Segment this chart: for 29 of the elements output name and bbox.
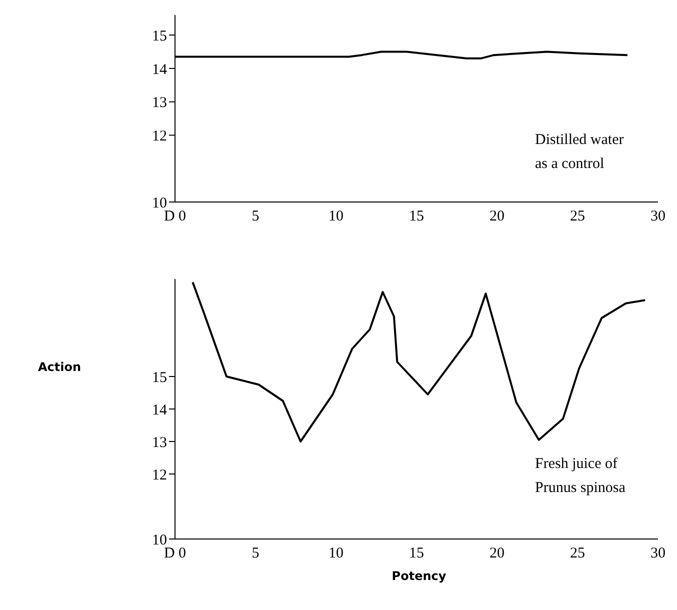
x-tick-label: 20: [490, 546, 504, 562]
x-tick-label: 10: [328, 208, 344, 225]
y-tick-label: 10: [152, 195, 167, 212]
x-tick-label: D 0: [164, 208, 186, 225]
x-axis-title: Potency: [390, 569, 448, 583]
y-tick-label: 14: [152, 62, 168, 78]
y-tick-label: 14: [152, 402, 168, 418]
y-tick-label: 15: [152, 370, 167, 386]
y-tick-label: 15: [152, 28, 167, 44]
annotation: Distilled water as a control: [535, 131, 624, 174]
y-tick-label: 12: [152, 128, 167, 145]
x-tick-label: 30: [650, 546, 666, 562]
x-tick-label: 5: [252, 546, 260, 562]
y-axis-title: Action: [38, 360, 82, 374]
x-tick-label: 30: [650, 208, 666, 225]
x-tick-label: 15: [409, 208, 424, 225]
y-tick-label: 13: [152, 434, 167, 451]
line-series: [192, 281, 646, 442]
y-tick-label: 10: [152, 532, 167, 548]
x-tick-label: 25: [570, 546, 585, 562]
x-tick-label: 25: [570, 208, 585, 225]
x-tick-label: 5: [252, 208, 260, 225]
x-tick-label: 10: [328, 546, 344, 562]
y-tick-label: 12: [152, 467, 167, 484]
x-tick-label: D 0: [164, 546, 186, 562]
x-tick-label: 15: [409, 546, 424, 562]
x-tick-label: 20: [490, 208, 504, 225]
annotation: Fresh juice of Prunus spinosa: [535, 455, 626, 498]
y-tick-label: 13: [152, 95, 167, 112]
